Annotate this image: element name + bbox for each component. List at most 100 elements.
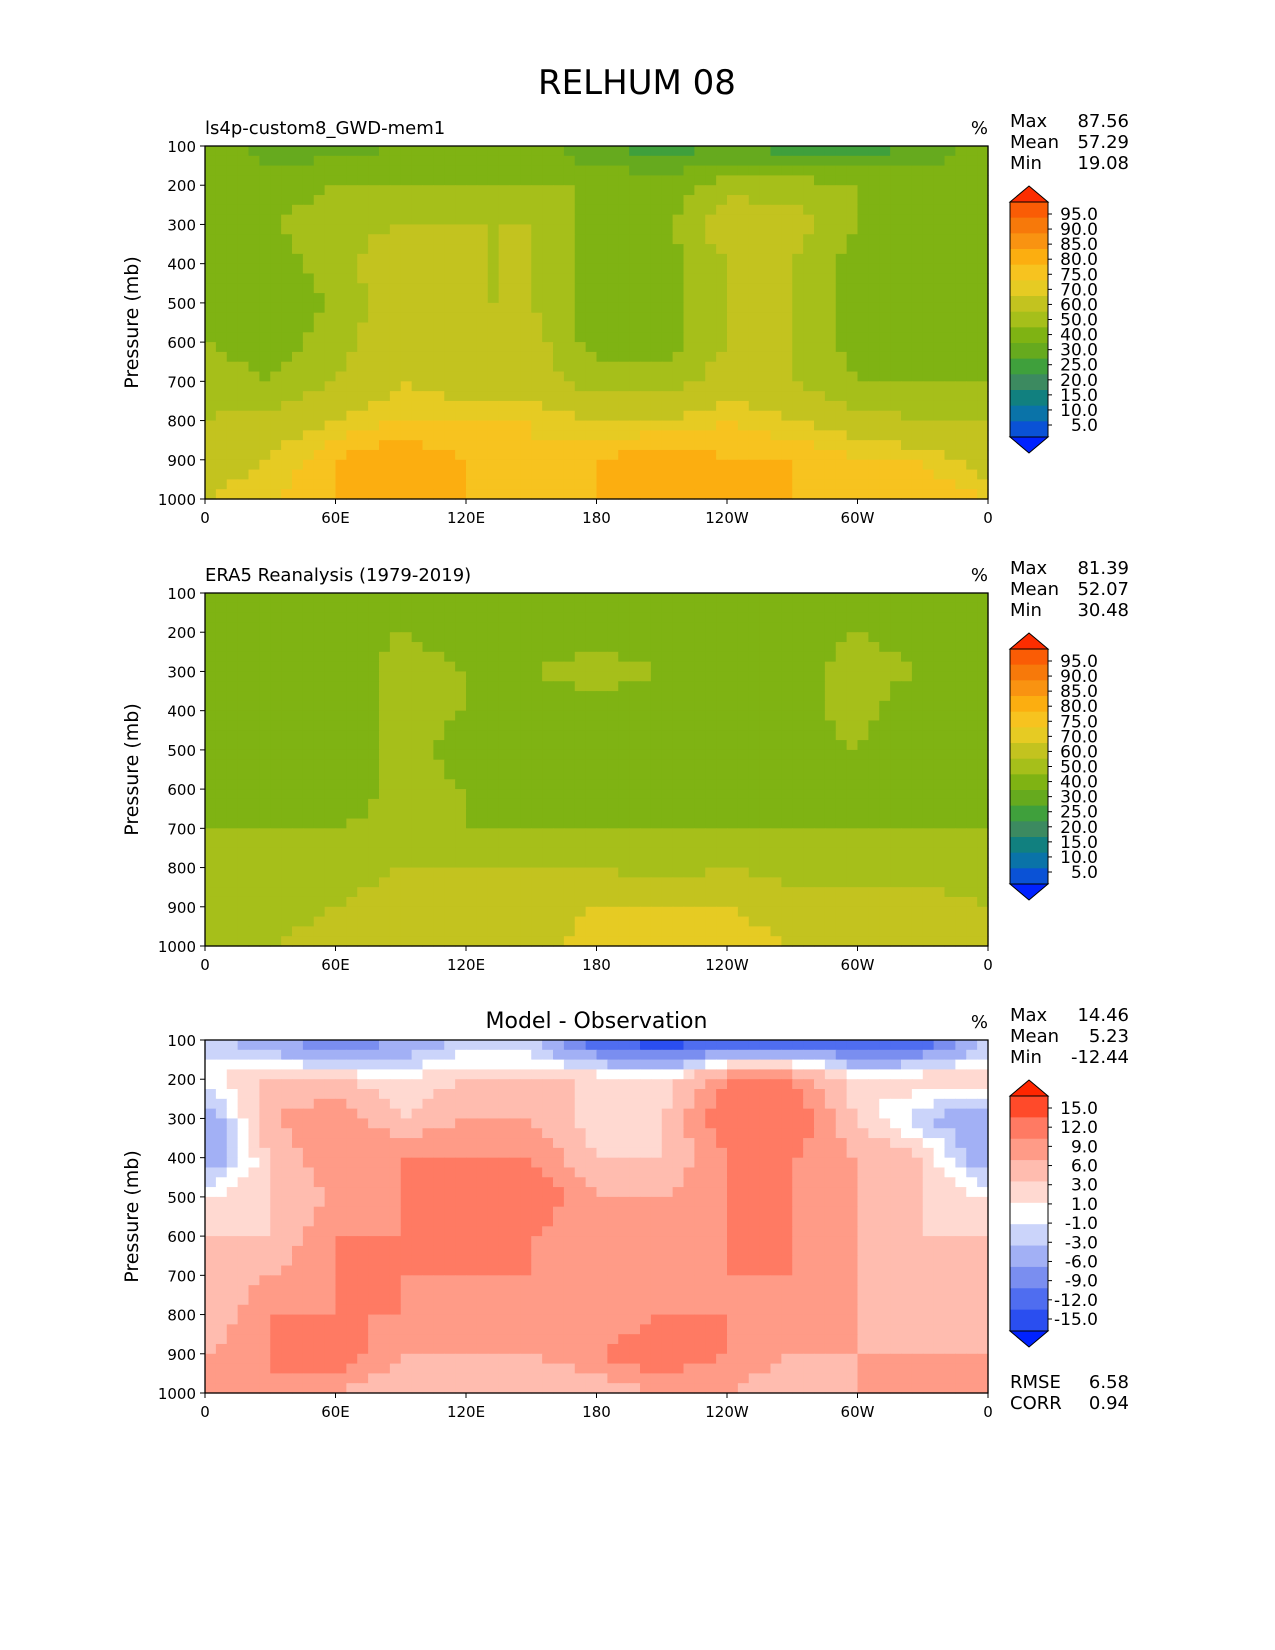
heatmap-cell — [585, 224, 598, 235]
heatmap-cell — [596, 273, 608, 284]
heatmap-cell — [466, 896, 478, 908]
heatmap-cell — [618, 371, 630, 382]
heatmap-cell — [944, 681, 956, 692]
heatmap-cell — [357, 681, 369, 692]
heatmap-cell — [759, 759, 772, 771]
heatmap-cell — [379, 332, 391, 343]
heatmap-cell — [335, 700, 347, 712]
heatmap-cell — [205, 489, 217, 500]
heatmap-cell — [901, 730, 913, 741]
heatmap-cell — [476, 789, 489, 800]
heatmap-cell — [803, 720, 815, 731]
heatmap-cell — [607, 165, 619, 177]
heatmap-cell — [444, 449, 456, 461]
heatmap-cell — [487, 273, 500, 284]
heatmap-cell — [313, 769, 326, 780]
colorbar-band — [1010, 233, 1048, 250]
heatmap-cell — [335, 234, 347, 245]
heatmap-cell — [215, 642, 228, 653]
heatmap-cell — [955, 195, 967, 206]
heatmap-cell — [400, 263, 413, 275]
heatmap-cell — [346, 146, 358, 157]
heatmap-cell — [922, 253, 935, 265]
heatmap-cell — [466, 469, 478, 480]
heatmap-cell — [661, 896, 674, 908]
heatmap-cell — [911, 612, 924, 624]
heatmap-cell — [661, 808, 674, 820]
heatmap-cell — [944, 459, 956, 471]
heatmap-cell — [498, 273, 511, 284]
heatmap-cell — [313, 651, 326, 663]
heatmap-cell — [727, 857, 739, 869]
heatmap-cell — [313, 146, 326, 157]
heatmap-cell — [683, 332, 695, 343]
heatmap-cell — [911, 887, 924, 898]
heatmap-cell — [694, 459, 706, 471]
heatmap-cell — [411, 155, 424, 167]
heatmap-cell — [411, 273, 424, 284]
heatmap-cell — [346, 749, 358, 761]
heatmap-cell — [737, 381, 750, 392]
heatmap-cell — [879, 612, 891, 624]
heatmap-cell — [716, 449, 728, 461]
heatmap-cell — [357, 857, 369, 869]
heatmap-cell — [846, 195, 859, 206]
heatmap-cell — [705, 204, 717, 216]
heatmap-cell — [727, 459, 739, 471]
heatmap-cell — [933, 710, 946, 722]
heatmap-cell — [281, 896, 293, 908]
heatmap-cell — [422, 887, 434, 898]
heatmap-cell — [781, 459, 793, 471]
heatmap-cell — [324, 798, 337, 810]
heatmap-cell — [574, 381, 587, 392]
heatmap-cell — [455, 828, 467, 839]
heatmap-cell — [759, 440, 772, 451]
heatmap-cell — [270, 720, 282, 731]
heatmap-cell — [922, 828, 935, 839]
heatmap-cell — [455, 681, 467, 692]
heatmap-cell — [313, 283, 326, 294]
heatmap-cell — [977, 838, 989, 849]
heatmap-cell — [542, 691, 554, 702]
heatmap-cell — [226, 749, 239, 761]
heatmap-cell — [933, 818, 946, 829]
heatmap-cell — [205, 381, 217, 392]
heatmap-cell — [879, 838, 891, 849]
heatmap-cell — [890, 651, 902, 663]
heatmap-cell — [846, 175, 859, 186]
heatmap-cell — [911, 459, 924, 471]
heatmap-cell — [650, 420, 663, 431]
heatmap-cell — [531, 155, 543, 167]
heatmap-cell — [901, 877, 913, 888]
heatmap-cell — [411, 146, 424, 157]
heatmap-cell — [226, 283, 239, 294]
heatmap-cell — [694, 312, 706, 324]
heatmap-cell — [324, 867, 337, 878]
heatmap-cell — [270, 779, 282, 790]
heatmap-cell — [727, 798, 739, 810]
heatmap-cell — [803, 602, 815, 614]
heatmap-cell — [977, 391, 989, 402]
heatmap-cell — [966, 818, 978, 829]
heatmap-cell — [857, 818, 869, 829]
heatmap-cell — [498, 224, 511, 235]
heatmap-cell — [792, 244, 804, 255]
heatmap-cell — [911, 789, 924, 800]
heatmap-cell — [400, 195, 413, 206]
heatmap-cell — [814, 651, 826, 663]
heatmap-cell — [237, 489, 250, 500]
heatmap-cell — [803, 204, 815, 216]
heatmap-cell — [215, 224, 228, 235]
heatmap-cell — [672, 302, 685, 314]
heatmap-cell — [487, 440, 500, 451]
heatmap-cell — [498, 332, 511, 343]
heatmap-cell — [466, 244, 478, 255]
heatmap-cell — [574, 593, 587, 604]
heatmap-cell — [911, 263, 924, 275]
heatmap-cell — [433, 302, 445, 314]
heatmap-cell — [270, 642, 282, 653]
heatmap-cell — [270, 622, 282, 633]
heatmap-cell — [607, 798, 619, 810]
heatmap-cell — [716, 740, 728, 751]
heatmap-cell — [814, 622, 826, 633]
